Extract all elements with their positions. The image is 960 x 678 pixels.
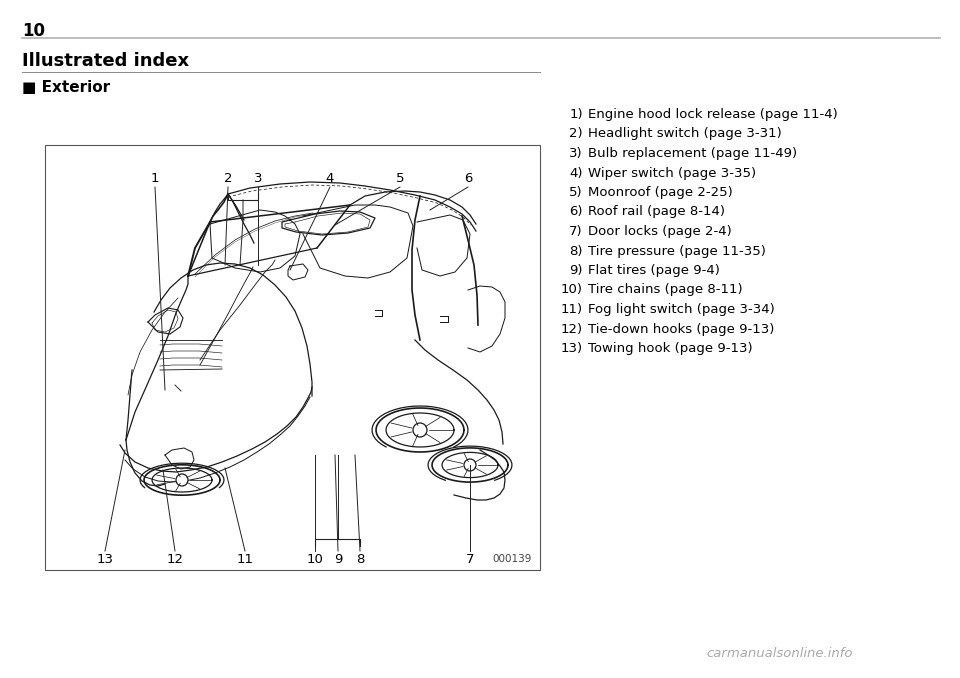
Text: 5): 5): [569, 186, 583, 199]
Text: carmanualsonline.info: carmanualsonline.info: [707, 647, 853, 660]
Circle shape: [413, 423, 427, 437]
Text: Tie-down hooks (page 9-13): Tie-down hooks (page 9-13): [588, 323, 775, 336]
Text: Headlight switch (page 3-31): Headlight switch (page 3-31): [588, 127, 781, 140]
Text: Tire chains (page 8-11): Tire chains (page 8-11): [588, 283, 743, 296]
Text: 13: 13: [97, 553, 113, 566]
Text: 8): 8): [569, 245, 583, 258]
Text: 10: 10: [306, 553, 324, 566]
Text: ■ Exterior: ■ Exterior: [22, 80, 110, 95]
Text: Flat tires (page 9-4): Flat tires (page 9-4): [588, 264, 720, 277]
Text: 7: 7: [466, 553, 474, 566]
Text: Roof rail (page 8-14): Roof rail (page 8-14): [588, 205, 725, 218]
Text: 6: 6: [464, 172, 472, 185]
Text: Fog light switch (page 3-34): Fog light switch (page 3-34): [588, 303, 775, 316]
Text: 9: 9: [334, 553, 342, 566]
Text: 10: 10: [22, 22, 45, 40]
Text: 12: 12: [166, 553, 183, 566]
Text: 2: 2: [224, 172, 232, 185]
Text: 11: 11: [236, 553, 253, 566]
Text: Bulb replacement (page 11-49): Bulb replacement (page 11-49): [588, 147, 797, 160]
Text: 3: 3: [253, 172, 262, 185]
Circle shape: [176, 474, 188, 486]
Text: 9): 9): [569, 264, 583, 277]
Text: 11): 11): [561, 303, 583, 316]
Text: 8: 8: [356, 553, 364, 566]
Text: 1): 1): [569, 108, 583, 121]
Text: 13): 13): [561, 342, 583, 355]
Bar: [45, 145, 540, 570]
Text: 1: 1: [151, 172, 159, 185]
Text: 7): 7): [569, 225, 583, 238]
Text: 5: 5: [396, 172, 404, 185]
Text: 10): 10): [561, 283, 583, 296]
Text: 4: 4: [325, 172, 334, 185]
Circle shape: [464, 459, 476, 471]
Text: 3): 3): [569, 147, 583, 160]
Text: Moonroof (page 2-25): Moonroof (page 2-25): [588, 186, 732, 199]
Text: 000139: 000139: [492, 554, 532, 564]
Text: Door locks (page 2-4): Door locks (page 2-4): [588, 225, 732, 238]
Text: 4): 4): [569, 167, 583, 180]
Text: Engine hood lock release (page 11-4): Engine hood lock release (page 11-4): [588, 108, 838, 121]
Text: 6): 6): [569, 205, 583, 218]
Text: Tire pressure (page 11-35): Tire pressure (page 11-35): [588, 245, 766, 258]
Text: Illustrated index: Illustrated index: [22, 52, 189, 70]
Text: Wiper switch (page 3-35): Wiper switch (page 3-35): [588, 167, 756, 180]
Text: 2): 2): [569, 127, 583, 140]
Text: 12): 12): [561, 323, 583, 336]
Text: Towing hook (page 9-13): Towing hook (page 9-13): [588, 342, 753, 355]
